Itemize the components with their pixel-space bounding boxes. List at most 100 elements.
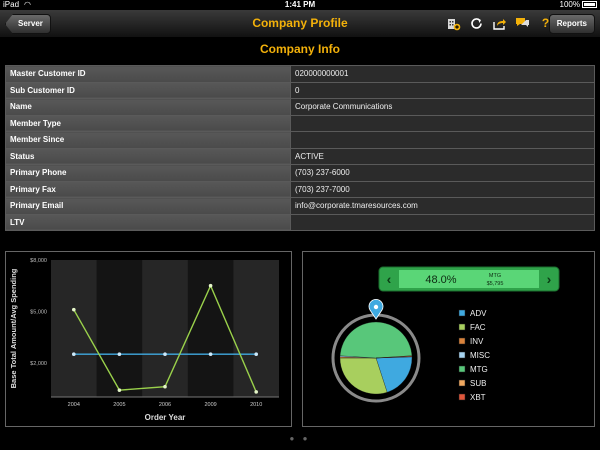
x-axis-title: Order Year (145, 413, 186, 422)
page-title: Company Profile (252, 16, 348, 30)
chat-icon[interactable] (515, 16, 530, 31)
table-row: Member Type (5, 114, 595, 132)
map-pin-dot (373, 304, 379, 310)
legend-label: FAC (470, 323, 486, 332)
chevron-left-icon: ‹ (387, 271, 392, 287)
x-tick-label: 2009 (204, 402, 216, 408)
legend-label: SUB (470, 379, 486, 388)
y-tick-label: $2,000 (30, 361, 47, 367)
selection-banner-inner (399, 270, 539, 288)
row-value[interactable]: (703) 237-6000 (290, 164, 595, 182)
data-point (208, 352, 213, 356)
y-tick-label: $5,000 (30, 309, 47, 315)
line-chart[interactable]: $2,000 $5,000 $8,000 2004 2005 2006 2009 2010 Or… (6, 252, 291, 426)
battery-percent: 100% (559, 0, 580, 9)
back-button[interactable]: Server (5, 14, 51, 34)
legend-swatch (458, 365, 466, 373)
status-bar: iPad ◠ 1:41 PM 100% (0, 0, 600, 10)
pie-slice-fac (339, 357, 388, 395)
row-value (290, 131, 595, 149)
table-row: Name Corporate Communications (5, 98, 595, 116)
row-label: Member Type (5, 114, 291, 132)
row-value: ACTIVE (290, 147, 595, 165)
legend-swatch (458, 351, 466, 359)
reports-button[interactable]: Reports (548, 14, 595, 34)
legend-label: MISC (470, 351, 490, 360)
building-add-icon[interactable] (446, 16, 461, 31)
row-value: 0 (290, 81, 595, 99)
pie-slice-adv (375, 356, 413, 393)
clock: 1:41 PM (284, 0, 316, 9)
row-label: Name (5, 98, 291, 116)
row-label: Primary Phone (5, 164, 291, 182)
toolbar-icons: ? (446, 16, 553, 31)
data-point (117, 352, 122, 356)
row-value[interactable]: info@corporate.tmaresources.com (290, 197, 595, 215)
line-chart-panel[interactable]: $2,000 $5,000 $8,000 2004 2005 2006 2009 2010 Or… (5, 251, 292, 427)
grid-band (142, 260, 188, 397)
table-row: Primary Fax (703) 237-7000 (5, 180, 595, 198)
x-tick-label: 2010 (250, 402, 262, 408)
table-row: Master Customer ID 020000000001 (5, 65, 595, 83)
table-row: Primary Email info@corporate.tmaresources… (5, 197, 595, 215)
y-tick-label: $8,000 (30, 258, 47, 264)
wifi-icon: ◠ (24, 0, 31, 9)
data-point (208, 283, 213, 288)
selected-name: MTG (489, 273, 501, 279)
legend-label: XBT (470, 393, 486, 402)
pie-chart-panel[interactable]: ‹ › 48.0% MTG $5,795 ADV FAC INV MISC MTG SUB XBT (302, 251, 595, 427)
pie-slice-mtg (339, 321, 413, 359)
section-title: Company Info (260, 42, 340, 56)
selected-amount: $5,795 (487, 281, 504, 287)
row-value: (703) 237-7000 (290, 180, 595, 198)
legend-label: INV (470, 337, 484, 346)
table-row: Primary Phone (703) 237-6000 (5, 164, 595, 182)
data-point (254, 390, 258, 394)
data-point (163, 352, 167, 356)
chevron-right-icon: › (547, 271, 552, 287)
table-row: LTV (5, 213, 595, 231)
row-label: Sub Customer ID (5, 81, 291, 99)
grid-band (233, 260, 279, 397)
x-tick-label: 2006 (159, 402, 171, 408)
row-value (290, 114, 595, 132)
legend-swatch (458, 323, 466, 331)
row-value (290, 213, 595, 231)
row-value: 020000000001 (290, 65, 595, 83)
row-label: Member Since (5, 131, 291, 149)
row-label: Status (5, 147, 291, 165)
company-info-table: Master Customer ID 020000000001 Sub Custo… (5, 65, 595, 231)
legend-label: MTG (470, 365, 488, 374)
legend-swatch (458, 393, 466, 401)
battery-icon (582, 1, 597, 8)
refresh-icon[interactable] (469, 16, 484, 31)
grid-band (51, 260, 97, 397)
data-point (117, 388, 122, 392)
data-point (163, 384, 167, 389)
share-icon[interactable] (492, 16, 507, 31)
row-label: Primary Fax (5, 180, 291, 198)
x-tick-label: 2005 (113, 402, 125, 408)
data-point (72, 307, 76, 312)
data-point (254, 352, 258, 356)
row-label: Primary Email (5, 197, 291, 215)
legend-label: ADV (470, 309, 487, 318)
legend-swatch (458, 309, 466, 317)
y-axis-title: Base Total Amount/Avg Spending (9, 268, 18, 388)
table-row: Sub Customer ID 0 (5, 81, 595, 99)
navigation-bar: Server Company Profile ? Reports (0, 10, 600, 38)
row-label: LTV (5, 213, 291, 231)
table-row: Member Since (5, 131, 595, 149)
x-tick-label: 2004 (68, 402, 80, 408)
pie-chart[interactable]: ‹ › 48.0% MTG $5,795 ADV FAC INV MISC MTG SUB XBT (303, 252, 594, 426)
legend-swatch (458, 337, 466, 345)
page-indicator[interactable]: ● ● (289, 434, 311, 443)
data-point (72, 352, 76, 356)
table-row: Status ACTIVE (5, 147, 595, 165)
legend-swatch (458, 379, 466, 387)
row-label: Master Customer ID (5, 65, 291, 83)
help-icon[interactable]: ? (541, 16, 550, 30)
pie-slice-xbt (375, 356, 413, 359)
row-value: Corporate Communications (290, 98, 595, 116)
selected-percent: 48.0% (425, 274, 456, 286)
